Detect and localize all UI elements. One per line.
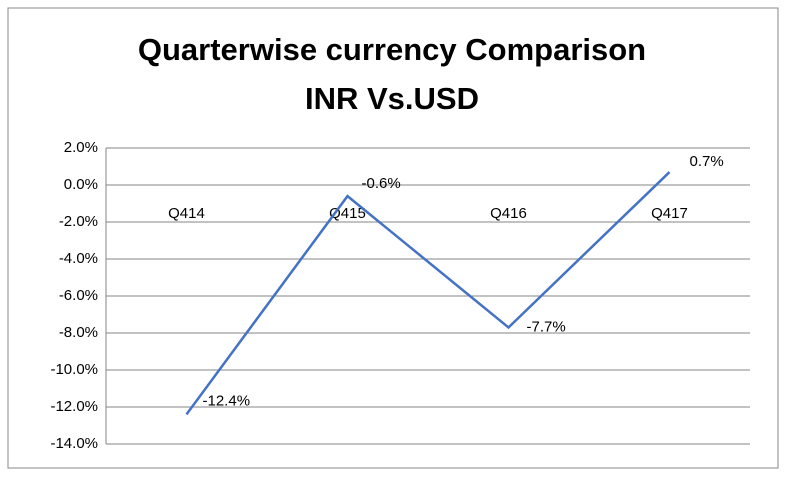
data-label: 0.7% — [690, 153, 724, 170]
chart-title: Quarterwise currency Comparison — [138, 32, 646, 67]
y-tick-label: -8.0% — [59, 324, 98, 341]
data-label: -12.4% — [203, 392, 251, 409]
x-tick-label: Q417 — [651, 205, 688, 222]
y-tick-label: -14.0% — [50, 435, 98, 452]
chart-title: INR Vs.USD — [305, 81, 479, 116]
data-line — [185, 171, 671, 416]
y-tick-label: -10.0% — [50, 361, 98, 378]
data-label: -7.7% — [527, 318, 566, 335]
y-tick-label: -6.0% — [59, 287, 98, 304]
x-tick-label: Q416 — [490, 205, 527, 222]
data-label: -0.6% — [362, 175, 401, 192]
y-tick-label: -12.0% — [50, 398, 98, 415]
y-tick-label: -2.0% — [59, 213, 98, 230]
y-tick-label: 0.0% — [64, 176, 98, 193]
y-tick-label: -4.0% — [59, 250, 98, 267]
x-tick-label: Q414 — [168, 205, 205, 222]
y-tick-label: 2.0% — [64, 139, 98, 156]
chart-border — [7, 7, 779, 469]
